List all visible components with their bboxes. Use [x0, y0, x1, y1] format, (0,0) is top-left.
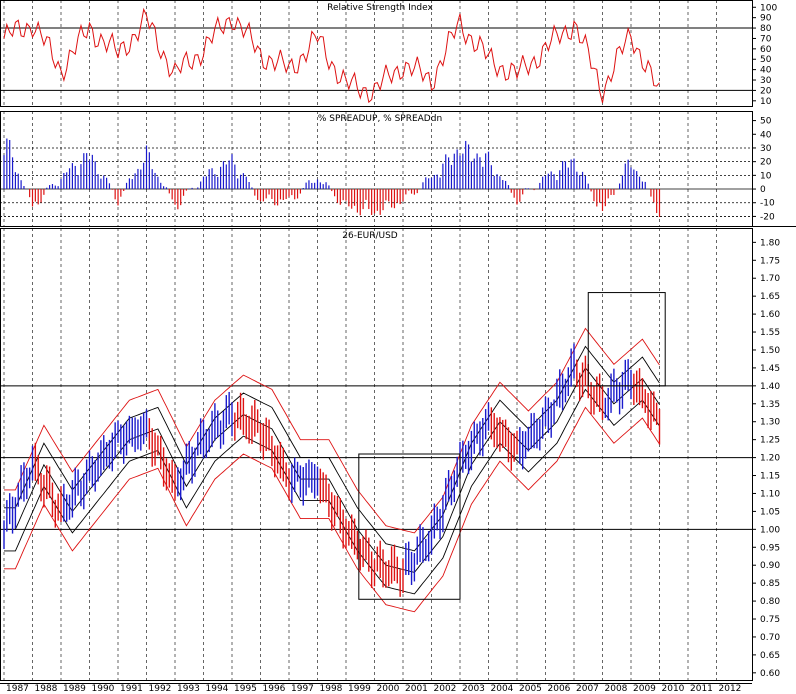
x-tick-label: 2010: [662, 684, 685, 694]
rsi-line: [3, 7, 660, 104]
y-tick-label: 0.80: [760, 597, 780, 607]
y-tick-label: 50: [760, 55, 772, 65]
y-tick-label: 1.05: [760, 507, 780, 517]
upper-outer-band: [4, 327, 660, 534]
x-tick-label: 2004: [491, 684, 514, 694]
x-tick-label: 2003: [462, 684, 485, 694]
rsi-title: Relative Strength Index: [327, 3, 433, 13]
y-tick-label: 1.55: [760, 328, 780, 338]
y-tick-label: 0.65: [760, 651, 780, 661]
x-tick-label: 1998: [320, 684, 343, 694]
y-tick-label: 1.75: [760, 256, 780, 266]
y-tick-label: 0.60: [760, 669, 780, 679]
x-tick-label: 2001: [405, 684, 428, 694]
y-tick-label: 0.90: [760, 561, 780, 571]
y-tick-label: 0.85: [760, 579, 780, 589]
y-tick-label: 0.95: [760, 543, 780, 553]
y-tick-label: 30: [760, 76, 772, 86]
x-tick-label: 1996: [263, 684, 286, 694]
x-tick-label: 2011: [690, 684, 713, 694]
y-tick-label: 60: [760, 45, 772, 55]
spread-title: % SPREADUP, % SPREADdn: [318, 114, 442, 124]
y-tick-label: 1.30: [760, 418, 780, 428]
y-tick-label: 1.70: [760, 274, 780, 284]
y-tick-label: 1.60: [760, 310, 780, 320]
y-tick-label: 40: [760, 130, 772, 140]
y-tick-label: 100: [760, 3, 777, 13]
x-tick-label: 1988: [35, 684, 58, 694]
x-tick-label: 2007: [576, 684, 599, 694]
y-tick-label: 10: [760, 97, 772, 107]
axis-ticks: 1987 1988 1989 1990 1991 1992 1993 1994 1995 1996…: [0, 3, 780, 694]
lower-inner-band: [4, 388, 660, 595]
price-bands: [4, 327, 660, 613]
x-tick-label: 2009: [633, 684, 656, 694]
y-tick-label: 80: [760, 24, 772, 34]
y-tick-label: 1.00: [760, 525, 780, 535]
y-tick-label: 70: [760, 34, 772, 44]
y-tick-label: 0.70: [760, 633, 780, 643]
reference-lines: [0, 27, 752, 530]
y-tick-label: 1.45: [760, 364, 780, 374]
x-tick-label: 2012: [719, 684, 742, 694]
y-tick-label: 1.25: [760, 436, 780, 446]
y-tick-label: 30: [760, 144, 772, 154]
price-frame: [0, 228, 753, 681]
x-tick-label: 1993: [177, 684, 200, 694]
highlight-boxes: [358, 292, 666, 600]
y-tick-label: 10: [760, 171, 772, 181]
x-tick-label: 1994: [206, 684, 229, 694]
y-tick-label: 90: [760, 14, 772, 24]
y-tick-label: 0: [760, 185, 766, 195]
spread-bars: [3, 138, 661, 218]
x-tick-label: 2002: [434, 684, 457, 694]
y-tick-label: 1.80: [760, 238, 780, 248]
y-tick-label: 1.10: [760, 489, 780, 499]
x-tick-label: 1995: [234, 684, 257, 694]
x-tick-label: 1992: [149, 684, 172, 694]
x-tick-label: 1999: [348, 684, 371, 694]
year-gridlines: [3, 0, 717, 680]
x-tick-label: 1990: [92, 684, 115, 694]
upper-inner-band: [4, 345, 660, 552]
y-tick-label: -20: [760, 212, 775, 222]
rsi-frame: [0, 0, 753, 107]
highs-highlight-box: [587, 292, 666, 387]
y-tick-label: 1.15: [760, 472, 780, 482]
y-tick-label: 1.35: [760, 400, 780, 410]
rsi-series-line: [3, 7, 660, 104]
y-tick-label: -10: [760, 199, 775, 209]
x-tick-label: 2000: [377, 684, 400, 694]
moving-average: [4, 367, 660, 573]
y-tick-label: 20: [760, 86, 772, 96]
x-tick-label: 2008: [605, 684, 628, 694]
y-tick-label: 40: [760, 66, 772, 76]
x-tick-label: 2006: [548, 684, 571, 694]
x-tick-label: 1987: [6, 684, 29, 694]
x-tick-label: 1997: [291, 684, 314, 694]
y-tick-label: 1.40: [760, 382, 780, 392]
y-tick-label: 1.50: [760, 346, 780, 356]
x-tick-label: 1991: [120, 684, 143, 694]
y-tick-label: 50: [760, 117, 772, 127]
price-bars: [3, 343, 661, 597]
lows-highlight-box: [358, 453, 461, 600]
y-tick-label: 0.75: [760, 615, 780, 625]
y-tick-label: 1.65: [760, 292, 780, 302]
x-tick-label: 2005: [519, 684, 542, 694]
y-tick-label: 20: [760, 158, 772, 168]
y-tick-label: 1.20: [760, 454, 780, 464]
x-tick-label: 1989: [63, 684, 86, 694]
spread-frame: [0, 111, 753, 227]
price-title: 26-EUR/USD: [342, 231, 398, 241]
